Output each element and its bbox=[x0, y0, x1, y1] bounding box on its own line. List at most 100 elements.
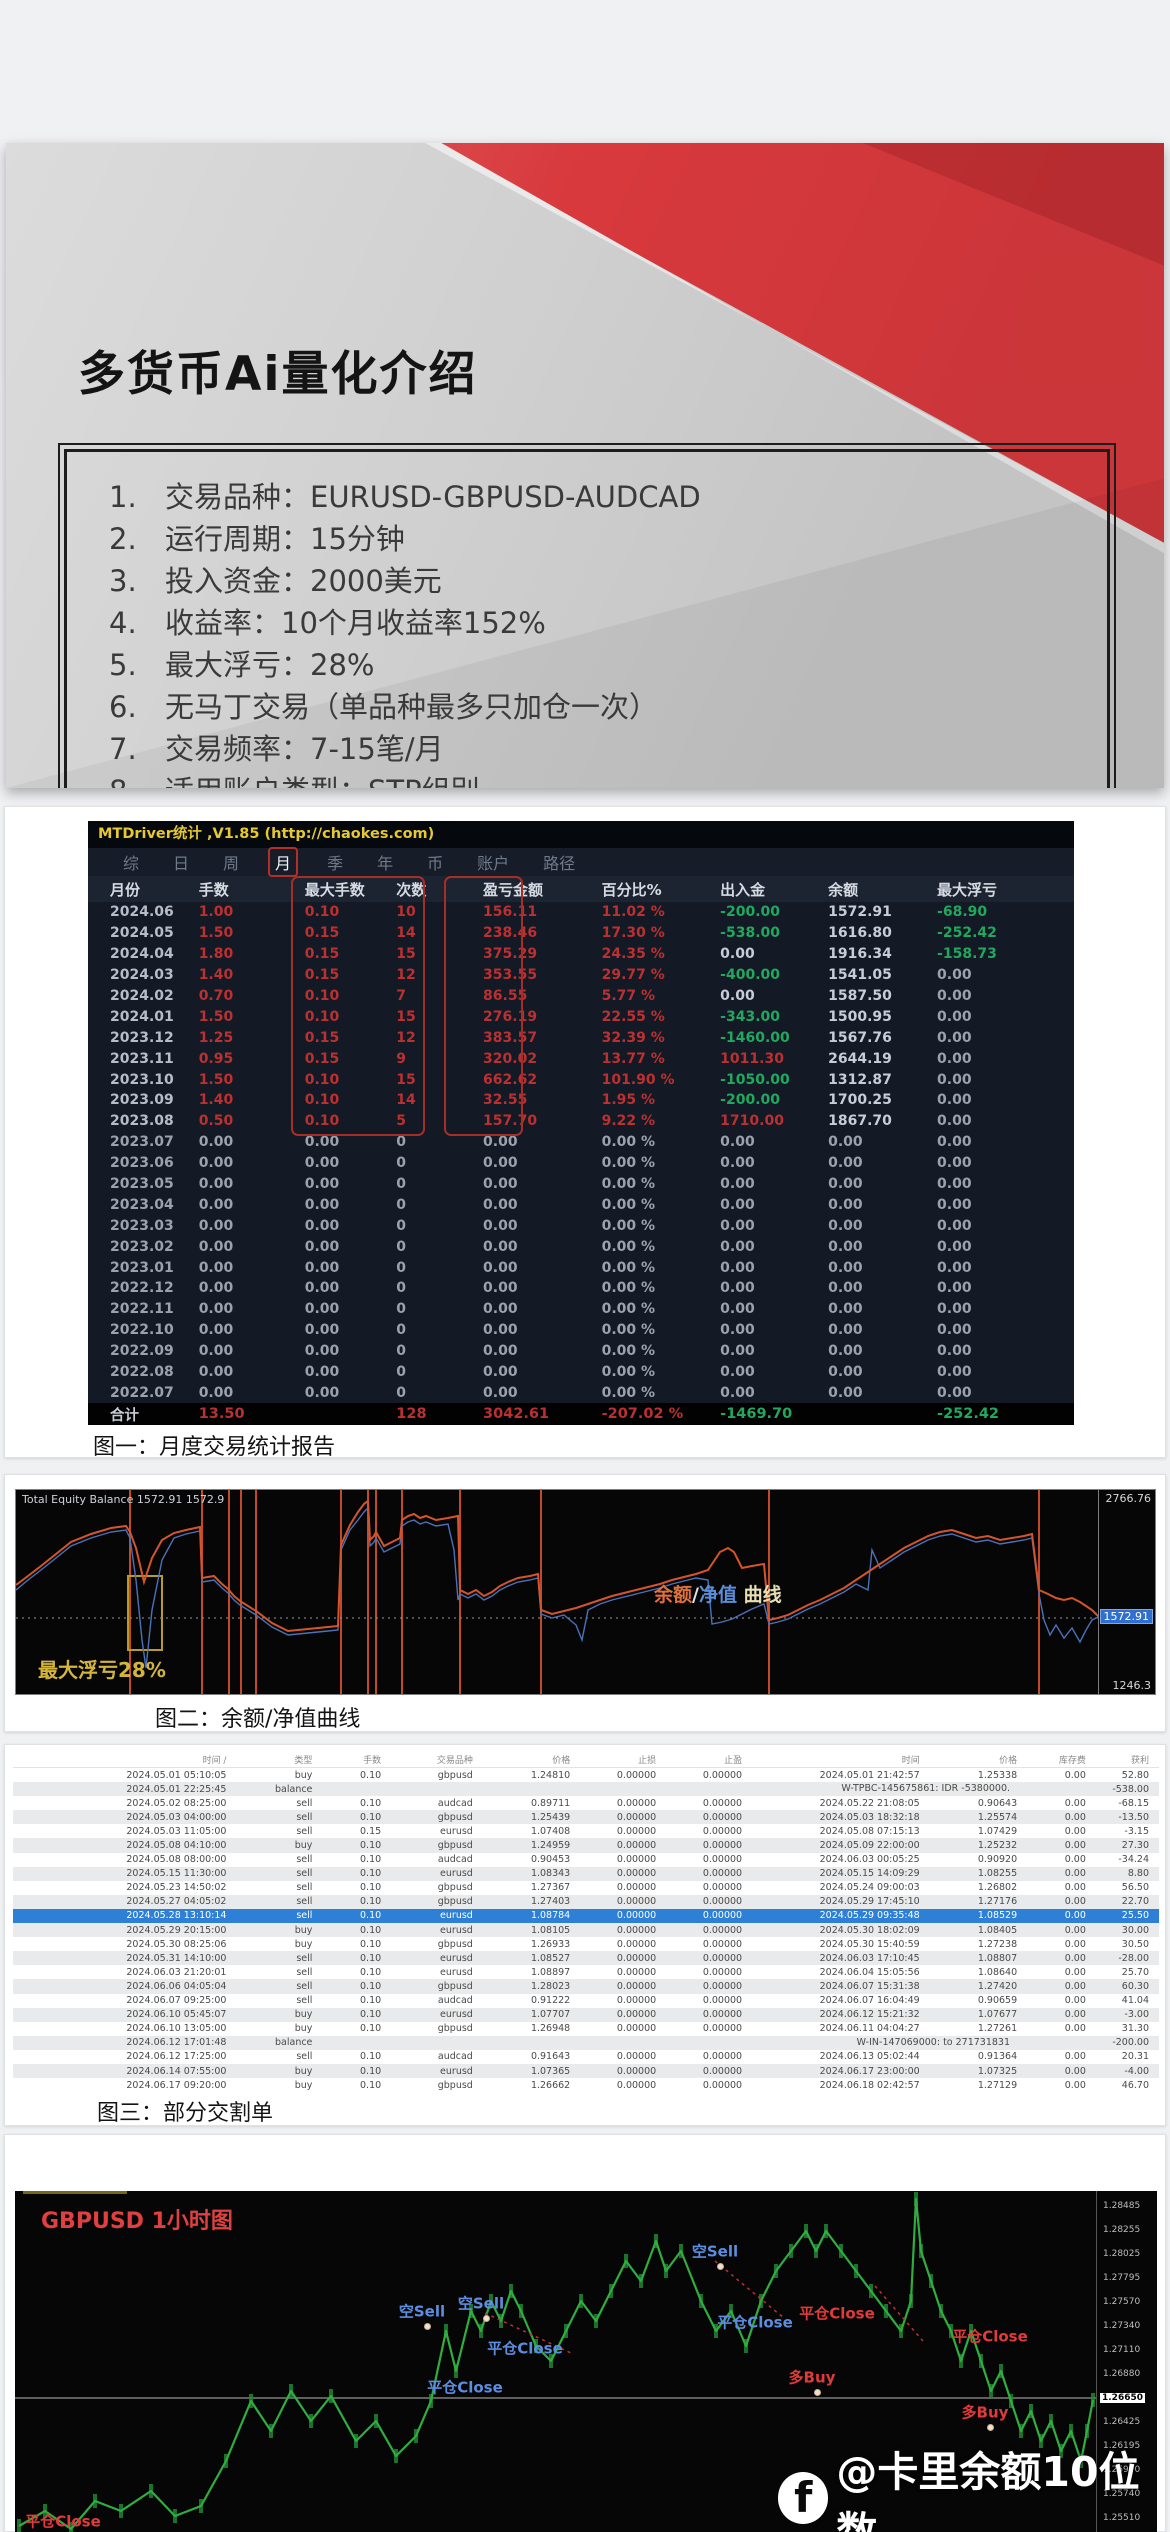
stats-cell: 1.25 bbox=[198, 1029, 234, 1046]
stats-cell: 2022.07 bbox=[110, 1384, 174, 1401]
trade-row[interactable]: 2024.06.03 21:20:01 sell 0.10 eurusd 1.08897… bbox=[13, 1965, 1159, 1979]
stats-cell: 0.00 bbox=[483, 1238, 518, 1255]
stats-column-header: 盈亏金额 bbox=[483, 880, 544, 899]
trade-cell: 0.10 bbox=[360, 1910, 382, 1922]
trade-cell: 0.00000 bbox=[702, 1854, 743, 1866]
stats-cell: 0 bbox=[396, 1176, 407, 1193]
stats-tab[interactable]: 账户 bbox=[477, 854, 510, 873]
stats-cell: 0.00 bbox=[720, 988, 755, 1004]
stats-cell: 0 bbox=[396, 1322, 407, 1339]
trade-cell: 1.07408 bbox=[530, 1825, 571, 1837]
stats-cell: 0.00 bbox=[828, 1259, 863, 1276]
trade-cell: 2024.05.30 18:02:09 bbox=[819, 1924, 920, 1936]
trade-row[interactable]: 2024.06.17 09:20:00 buy 0.10 gbpusd 1.26662 0… bbox=[13, 2078, 1159, 2092]
stats-cell: 0.00 bbox=[937, 1155, 972, 1172]
stats-tab[interactable]: 月 bbox=[268, 847, 299, 877]
trade-cell: 0.00 bbox=[1064, 1910, 1086, 1922]
stats-cell: 0.00 bbox=[828, 1301, 863, 1318]
stats-cell: 0.00 bbox=[304, 1280, 340, 1297]
trade-row[interactable]: 2024.05.31 14:10:00 sell 0.10 eurusd 1.08527… bbox=[13, 1951, 1159, 1966]
trade-cell: 0.00000 bbox=[616, 1811, 657, 1823]
trade-cell: 0.00000 bbox=[702, 1966, 743, 1978]
total-cell: -207.02 % bbox=[601, 1406, 684, 1423]
trade-row[interactable]: 2024.05.03 04:00:00 sell 0.10 gbpusd 1.25439… bbox=[13, 1810, 1159, 1825]
trade-cell: 2024.05.23 14:50:02 bbox=[126, 1882, 227, 1894]
stats-cell: 2024.02 bbox=[110, 988, 174, 1004]
stats-cell: 2024.01 bbox=[110, 1008, 174, 1025]
trade-row[interactable]: 2024.06.14 07:55:00 buy 0.10 eurusd 1.07365 0… bbox=[13, 2063, 1159, 2079]
axis-price-label: 1.28255 bbox=[1103, 2225, 1141, 2235]
trade-row[interactable]: 2024.05.08 04:10:00 buy 0.10 gbpusd 1.24959 0… bbox=[13, 1838, 1159, 1853]
trade-row[interactable]: 2024.05.28 13:10:14 sell 0.10 eurusd 1.08784… bbox=[13, 1908, 1159, 1924]
stats-cell: 0.10 bbox=[304, 1113, 340, 1130]
trade-cell: 0.00000 bbox=[702, 2079, 743, 2091]
trade-cell: 2024.06.17 09:20:00 bbox=[126, 2079, 227, 2091]
intro-list-box: 1. 交易品种：EURUSD-GBPUSD-AUDCAD 2. 运行周期：15分钟 3.… bbox=[58, 443, 1116, 788]
trade-cell: 1.27176 bbox=[977, 1896, 1018, 1908]
stats-tab[interactable]: 周 bbox=[223, 854, 240, 873]
trade-cell: 2024.05.09 22:00:00 bbox=[819, 1840, 920, 1852]
stats-row: 2022.11 0.00 0.00 0 0.00 0.00 % 0.00 0.00 0.00 bbox=[88, 1299, 1074, 1320]
stats-tab[interactable]: 日 bbox=[173, 854, 190, 873]
stats-row: 2024.01 1.50 0.10 15 276.19 22.55 % -343.00 150… bbox=[88, 1006, 1074, 1027]
trade-cell: 0.10 bbox=[360, 1896, 382, 1908]
trade-row[interactable]: 2024.05.08 08:00:00 sell 0.10 audcad 0.90453… bbox=[13, 1853, 1159, 1867]
trade-cell: 1.07325 bbox=[977, 2065, 1018, 2077]
trade-row[interactable]: 2024.06.06 04:05:04 sell 0.10 gbpusd 1.28023… bbox=[13, 1979, 1159, 1994]
trade-row[interactable]: 2024.06.12 17:25:00 sell 0.10 audcad 0.91643… bbox=[13, 2050, 1159, 2064]
trade-row[interactable]: 2024.05.23 14:50:02 sell 0.10 gbpusd 1.27367… bbox=[13, 1881, 1159, 1895]
trade-row[interactable]: 2024.06.10 05:45:07 buy 0.10 eurusd 1.07707 0… bbox=[13, 2007, 1159, 2022]
stats-cell: 2024.03 bbox=[110, 967, 174, 984]
trade-cell: 2024.05.08 08:00:00 bbox=[126, 1854, 227, 1866]
trade-cell: 0.00 bbox=[1064, 1811, 1086, 1823]
trade-row[interactable]: 2024.05.27 04:05:02 sell 0.10 gbpusd 1.27403… bbox=[13, 1894, 1159, 1909]
trade-cell: 2024.06.12 17:01:48 bbox=[126, 2037, 227, 2049]
axis-price-label: 1.25740 bbox=[1103, 2489, 1141, 2499]
trade-row[interactable]: 2024.06.07 09:25:00 sell 0.10 audcad 0.91222… bbox=[13, 1994, 1159, 2008]
trade-cell: 1.27403 bbox=[530, 1896, 571, 1908]
stats-cell: 0.00 bbox=[937, 1322, 972, 1339]
stats-cell: 0.00 bbox=[720, 1217, 755, 1234]
stats-tab[interactable]: 季 bbox=[327, 854, 344, 873]
trade-cell: 1.26933 bbox=[530, 1938, 571, 1950]
trade-cell: eurusd bbox=[440, 1868, 473, 1880]
stats-tab[interactable]: 年 bbox=[377, 854, 394, 873]
trade-row[interactable]: 2024.05.02 08:25:00 sell 0.10 audcad 0.89711… bbox=[13, 1796, 1159, 1810]
stats-cell: 5 bbox=[396, 1113, 407, 1130]
trade-row[interactable]: 2024.05.15 11:30:00 sell 0.10 eurusd 1.08343… bbox=[13, 1866, 1159, 1881]
stats-tab[interactable]: 路径 bbox=[543, 854, 576, 873]
trade-cell: 0.00000 bbox=[616, 2079, 657, 2091]
stats-cell: 0.00 bbox=[720, 1301, 755, 1318]
trade-cell: 1.25338 bbox=[977, 1769, 1018, 1781]
trade-cell: 0.15 bbox=[360, 1825, 382, 1837]
stats-cell: 0.00 bbox=[937, 988, 972, 1004]
stats-cell: 0.10 bbox=[304, 904, 340, 921]
trade-row[interactable]: 2024.05.29 20:15:00 buy 0.10 eurusd 1.08105 0… bbox=[13, 1923, 1159, 1938]
trade-cell: 1.26802 bbox=[977, 1882, 1018, 1894]
trade-row[interactable]: 2024.05.03 11:05:00 sell 0.15 eurusd 1.07408… bbox=[13, 1824, 1159, 1838]
stats-cell: 0.00 bbox=[483, 1259, 518, 1276]
slide-item-number: 8. bbox=[109, 770, 165, 788]
trade-row[interactable]: 2024.06.12 17:01:48 balance -200.00 W-IN-14… bbox=[13, 2035, 1159, 2050]
stats-tab[interactable]: 综 bbox=[123, 854, 140, 873]
axis-price-label: 1.27110 bbox=[1103, 2345, 1141, 2355]
stats-cell: 0.15 bbox=[304, 925, 340, 942]
trade-marker-close: 平仓Close bbox=[952, 2327, 1028, 2346]
balance-comment: W-TPBC-145675861: IDR -5380000. bbox=[841, 1783, 1011, 1795]
trade-row[interactable]: 2024.05.30 08:25:06 buy 0.10 gbpusd 1.26933 0… bbox=[13, 1937, 1159, 1951]
trade-cell: 0.10 bbox=[360, 1952, 382, 1964]
total-cell: 合计 bbox=[110, 1407, 139, 1424]
total-cell: -252.42 bbox=[937, 1406, 1000, 1423]
stats-cell: 0.00 bbox=[937, 1259, 972, 1276]
trade-row[interactable]: 2024.06.10 13:05:00 buy 0.10 gbpusd 1.26948 0… bbox=[13, 2022, 1159, 2036]
trade-row[interactable]: 2024.05.01 05:10:05 buy 0.10 gbpusd 1.24810 0… bbox=[13, 1768, 1159, 1782]
trade-cell: gbpusd bbox=[437, 1811, 473, 1823]
stats-tab[interactable]: 币 bbox=[427, 854, 444, 873]
trade-cell: 0.10 bbox=[360, 1797, 382, 1809]
trade-row[interactable]: 2024.05.01 22:25:45 balance -538.00 W-TPBC-… bbox=[13, 1782, 1159, 1797]
stats-cell: 15 bbox=[396, 1071, 416, 1088]
stats-cell: 17.30 % bbox=[601, 925, 665, 942]
axis-price-label: 1.25510 bbox=[1103, 2513, 1141, 2523]
stats-row: 2024.04 1.80 0.15 15 375.29 24.35 % 0.00 1916.3… bbox=[88, 944, 1074, 965]
stats-cell: 1567.76 bbox=[828, 1029, 892, 1046]
